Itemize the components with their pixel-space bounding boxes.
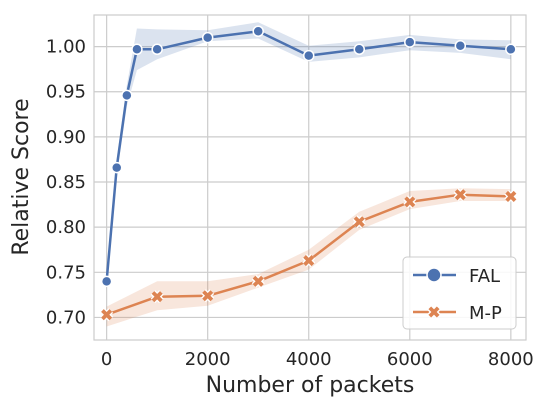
plot-frame bbox=[93, 14, 527, 341]
m-p-point bbox=[150, 290, 164, 304]
fal-line bbox=[105, 30, 511, 282]
x-tick-label: 0 bbox=[101, 349, 112, 370]
y-tick-label: 0.85 bbox=[46, 172, 86, 193]
fal-point bbox=[353, 43, 366, 56]
legend-marker bbox=[427, 305, 441, 319]
y-tick-label: 1.00 bbox=[46, 37, 86, 58]
fal-point bbox=[121, 89, 133, 102]
series-markers bbox=[100, 25, 518, 322]
y-axis-label: Relative Score bbox=[9, 98, 34, 255]
fal-point bbox=[252, 25, 264, 37]
x-axis-label: Number of packets bbox=[206, 373, 415, 398]
m-p-point bbox=[403, 195, 417, 209]
x-tick-label: 2000 bbox=[185, 349, 231, 370]
fal-point bbox=[454, 39, 467, 52]
fal-point bbox=[110, 161, 123, 174]
m-p-point bbox=[100, 308, 114, 322]
x-tick-label: 8000 bbox=[488, 349, 534, 370]
fal-point bbox=[404, 36, 416, 48]
m-p-point bbox=[504, 189, 518, 203]
y-tick-label: 0.75 bbox=[46, 262, 86, 283]
x-tick-label: 4000 bbox=[286, 349, 332, 370]
y-tick-label: 0.95 bbox=[46, 82, 86, 103]
legend-item-fal: FAL bbox=[413, 266, 500, 287]
y-tick-label: 0.70 bbox=[46, 307, 86, 328]
m-p-point bbox=[201, 289, 215, 303]
m-p-point bbox=[302, 254, 316, 268]
m-p-point bbox=[251, 274, 265, 288]
fal-point bbox=[201, 31, 214, 44]
x-axis-ticks: 0 2000 4000 6000 8000 bbox=[101, 349, 534, 370]
y-tick-label: 0.90 bbox=[46, 127, 86, 148]
fal-point bbox=[302, 49, 315, 62]
fal-point bbox=[151, 43, 163, 56]
legend: FAL M-P bbox=[402, 256, 517, 330]
m-p-point bbox=[352, 215, 366, 229]
legend-marker bbox=[426, 267, 442, 283]
fal-point bbox=[505, 43, 517, 56]
legend-label: M-P bbox=[469, 303, 502, 324]
legend-item-m-p: M-P bbox=[413, 303, 502, 324]
y-tick-label: 0.80 bbox=[46, 217, 86, 238]
x-tick-label: 6000 bbox=[387, 349, 433, 370]
m-p-point bbox=[453, 188, 467, 202]
y-axis-ticks: 0.70 0.75 0.80 0.85 0.90 0.95 1.00 bbox=[46, 37, 86, 329]
legend-label: FAL bbox=[469, 266, 500, 287]
grid bbox=[94, 15, 526, 340]
fal-point bbox=[100, 275, 113, 288]
fal-point bbox=[131, 43, 143, 56]
